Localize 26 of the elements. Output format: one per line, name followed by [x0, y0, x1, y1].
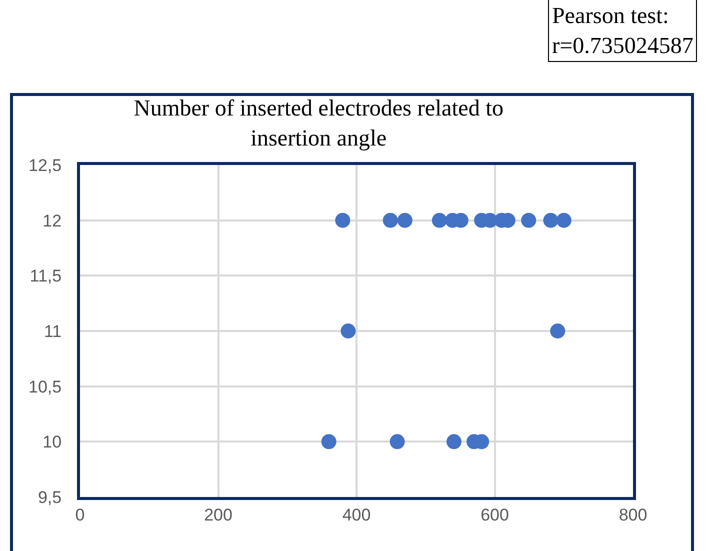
point	[321, 434, 336, 450]
point	[432, 212, 447, 228]
text: Pearson test: r=0.735024587	[552, 3, 694, 58]
point	[543, 212, 558, 228]
point	[556, 212, 572, 228]
point	[382, 212, 398, 228]
x-tick-label: 200	[204, 505, 232, 524]
y-tick-label: 11	[44, 322, 62, 341]
x-tick-label: 400	[342, 505, 371, 524]
y-tick-label: 10,5	[28, 377, 62, 396]
x-tick-label: 600	[480, 505, 509, 524]
point	[335, 212, 350, 228]
y-tick-label: 10	[42, 432, 62, 452]
x-tick-label: 0	[75, 505, 85, 524]
y-tick-label: 12	[42, 211, 62, 230]
x-tick-label: 800	[618, 505, 648, 524]
point	[397, 212, 412, 228]
y-tick-label: 11,5	[30, 266, 62, 286]
point	[550, 324, 566, 338]
y-tick-label: 9,5	[38, 488, 62, 507]
chart-title: Number of inserted electrodes related to insertion angle	[134, 96, 504, 151]
point	[340, 324, 356, 338]
point	[390, 434, 405, 450]
point	[521, 212, 536, 228]
point	[446, 434, 462, 450]
y-tick-label: 12,5	[28, 156, 62, 175]
